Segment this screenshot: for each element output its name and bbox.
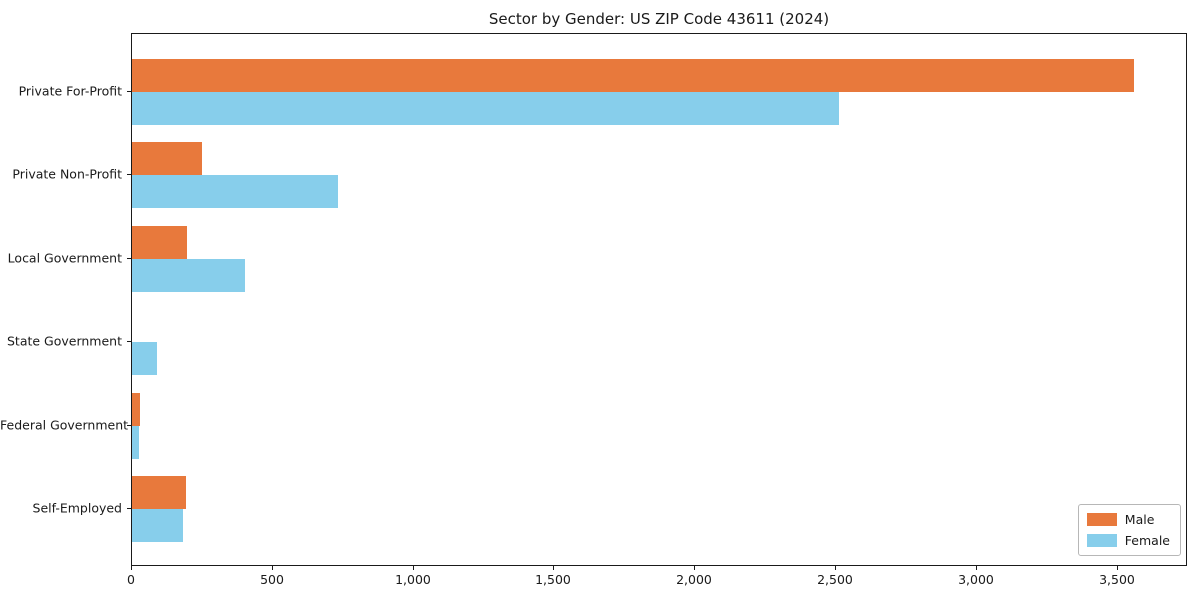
chart-title: Sector by Gender: US ZIP Code 43611 (202… [488,10,830,28]
y-tick-mark [127,508,131,509]
legend-label-female: Female [1124,533,1170,548]
y-tick-mark [127,341,131,342]
x-tick-label: 500 [260,572,284,587]
y-tick-label: Private Non-Profit [12,166,122,182]
female-swatch-icon [1086,534,1117,547]
x-tick-mark [835,566,836,570]
x-tick-mark [272,566,273,570]
y-tick-label: Self-Employed [32,500,122,516]
y-tick-mark [127,425,131,426]
y-tick-mark [127,258,131,259]
bar-male-3 [132,226,187,259]
x-tick-label: 3,000 [958,572,994,587]
male-swatch-icon [1086,513,1117,526]
bar-female-5 [132,426,139,459]
plot-area [131,33,1187,566]
bar-male-2 [132,142,202,175]
x-tick-mark [976,566,977,570]
x-tick-mark [413,566,414,570]
bar-male-6 [132,476,186,509]
y-tick-mark [127,91,131,92]
x-tick-label: 1,000 [395,572,431,587]
x-tick-label: 2,500 [817,572,853,587]
y-tick-label: State Government [6,333,122,349]
legend-label-male: Male [1124,512,1155,527]
bar-female-3 [132,259,245,292]
x-tick-label: 0 [127,572,135,587]
legend-item-female: Female [1086,533,1170,548]
x-tick-mark [694,566,695,570]
x-tick-label: 3,500 [1099,572,1135,587]
y-tick-mark [127,174,131,175]
x-tick-label: 1,500 [535,572,571,587]
y-tick-label: Local Government [7,250,122,266]
bar-female-1 [132,92,839,125]
bar-female-6 [132,509,183,542]
bar-male-1 [132,59,1134,92]
x-tick-label: 2,000 [676,572,712,587]
x-tick-mark [553,566,554,570]
bar-male-5 [132,393,140,426]
y-tick-label: Private For-Profit [18,83,122,99]
y-tick-label: Federal Government [0,417,129,433]
x-tick-mark [131,566,132,570]
legend: Male Female [1077,504,1181,556]
x-tick-mark [1117,566,1118,570]
bar-female-2 [132,175,338,208]
legend-item-male: Male [1086,512,1170,527]
bar-female-4 [132,342,157,375]
